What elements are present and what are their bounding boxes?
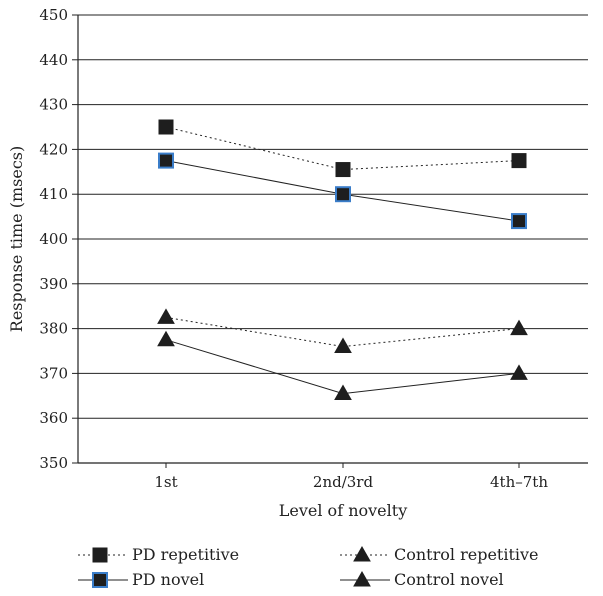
y-tick-label: 420 xyxy=(39,140,68,158)
legend-marker xyxy=(353,545,371,562)
pd-repetitive-line xyxy=(165,126,520,171)
series-control-novel xyxy=(157,330,528,401)
control-novel-point xyxy=(334,384,352,401)
y-tick-label: 450 xyxy=(39,6,68,24)
control-repetitive-point xyxy=(157,308,175,324)
pd-novel-point xyxy=(335,186,351,203)
x-axis-ticks: 1st 2nd/3rd 4th–7th xyxy=(154,463,548,491)
x-tick-label: 1st xyxy=(154,473,177,491)
y-tick-label: 390 xyxy=(39,275,68,293)
legend-marker xyxy=(353,570,371,587)
legend-marker xyxy=(92,547,108,563)
y-tick-label: 350 xyxy=(39,454,68,472)
legend-item-pd-novel: PD novel xyxy=(78,570,204,589)
grid xyxy=(78,14,588,419)
pd-repetitive-point xyxy=(158,119,174,135)
legend-label: PD repetitive xyxy=(132,545,239,564)
series-control-repetitive xyxy=(157,308,528,354)
legend-item-control-novel: Control novel xyxy=(340,570,504,589)
legend-item-control-repetitive: Control repetitive xyxy=(340,545,539,564)
y-tick-label: 440 xyxy=(39,51,68,69)
pd-repetitive-point xyxy=(511,153,527,169)
legend-item-pd-repetitive: PD repetitive xyxy=(78,545,239,564)
legend-label: Control novel xyxy=(394,570,504,589)
pd-novel-point xyxy=(511,213,527,230)
y-tick-label: 360 xyxy=(39,409,68,427)
x-tick-label: 2nd/3rd xyxy=(313,473,374,491)
control-repetitive-point xyxy=(334,337,352,354)
x-axis-title: Level of novelty xyxy=(279,501,407,520)
legend-marker xyxy=(92,572,108,588)
y-tick-label: 410 xyxy=(39,185,68,203)
legend: PD repetitive PD novel Control repetitive C… xyxy=(78,545,539,589)
x-tick-label: 4th–7th xyxy=(490,473,548,491)
y-tick-label: 380 xyxy=(39,320,68,338)
pd-repetitive-point xyxy=(335,162,351,178)
legend-label: Control repetitive xyxy=(394,545,539,564)
control-novel-point xyxy=(157,330,175,347)
series-pd-novel xyxy=(158,152,527,230)
series-pd-repetitive xyxy=(158,119,527,178)
y-axis-title: Response time (msecs) xyxy=(7,146,26,332)
series-layer xyxy=(157,119,528,401)
legend-label: PD novel xyxy=(132,570,204,589)
y-tick-label: 430 xyxy=(39,96,68,114)
y-axis-ticks: 350 360 370 380 390 400 410 420 430 440 450 xyxy=(39,6,78,472)
control-novel-point xyxy=(510,364,528,380)
y-tick-label: 400 xyxy=(39,230,68,248)
control-repetitive-point xyxy=(510,319,528,336)
pd-novel-point xyxy=(158,152,174,169)
y-tick-label: 370 xyxy=(39,364,68,382)
